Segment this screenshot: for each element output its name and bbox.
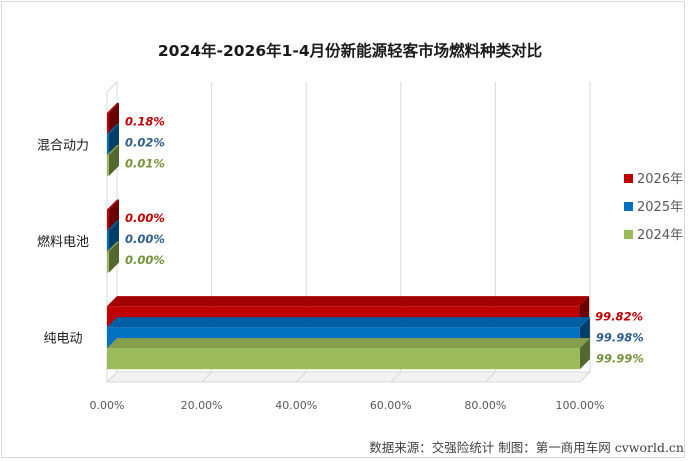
legend-label: 2026年 bbox=[637, 172, 683, 187]
bar bbox=[107, 348, 580, 370]
legend-swatch bbox=[624, 174, 633, 183]
x-tick-label: 40.00% bbox=[275, 399, 317, 412]
legend-label: 2024年 bbox=[637, 228, 683, 243]
bar bbox=[107, 112, 109, 134]
bars: 0.18% 0.02% 0.01% 0.00% 0.00% 0.00% 99.82% 99.9… bbox=[107, 102, 644, 370]
data-label: 0.00% bbox=[125, 211, 165, 225]
chart-title: 2024年-2026年1-4月份新能源轻客市场燃料种类对比 bbox=[158, 41, 542, 60]
data-label: 99.99% bbox=[596, 352, 644, 366]
floor bbox=[105, 371, 592, 383]
legend-swatch bbox=[624, 230, 633, 239]
floor-gridline bbox=[579, 371, 591, 383]
floor-gridline bbox=[106, 371, 118, 383]
data-label: 99.82% bbox=[595, 310, 643, 324]
bar bbox=[107, 154, 109, 176]
legend-swatch bbox=[624, 202, 633, 211]
x-tick-label: 20.00% bbox=[181, 399, 223, 412]
floor-gridline bbox=[295, 371, 307, 383]
source-note: 数据来源：交强险统计 制图：第一商用车网 cvworld.cn bbox=[369, 440, 684, 455]
x-tick-label: 0.00% bbox=[90, 399, 125, 412]
bar bbox=[107, 230, 109, 252]
bar-top bbox=[107, 144, 119, 155]
category-label: 纯电动 bbox=[43, 332, 82, 347]
floor-gridline bbox=[390, 371, 402, 383]
data-label: 0.00% bbox=[125, 232, 165, 246]
bar-top bbox=[107, 123, 119, 134]
x-tick-label: 60.00% bbox=[370, 399, 412, 412]
bar bbox=[107, 133, 109, 155]
bar-top bbox=[107, 296, 590, 307]
floor-gridline bbox=[201, 371, 212, 383]
legend: 2026年 2025年 2024年 bbox=[624, 172, 683, 243]
legend-label: 2025年 bbox=[637, 200, 683, 215]
x-tick-label: 80.00% bbox=[464, 399, 506, 412]
data-label: 0.01% bbox=[125, 156, 165, 170]
floor-gridline bbox=[485, 371, 496, 383]
data-label: 0.02% bbox=[125, 135, 165, 149]
bar-top bbox=[107, 102, 119, 113]
bar-side bbox=[109, 144, 119, 176]
data-label: 0.00% bbox=[125, 253, 165, 267]
bar bbox=[107, 209, 109, 231]
category-label: 混合动力 bbox=[37, 138, 89, 153]
data-label: 99.98% bbox=[596, 331, 644, 345]
x-tick-label: 100.00% bbox=[556, 399, 605, 412]
bar-side bbox=[579, 338, 590, 370]
bar-side bbox=[109, 241, 119, 273]
bar bbox=[107, 251, 109, 273]
bar-top bbox=[107, 338, 590, 349]
bar-top bbox=[107, 241, 119, 252]
category-label: 燃料电池 bbox=[37, 234, 89, 250]
bar-top bbox=[107, 199, 119, 210]
bar-top bbox=[107, 317, 590, 328]
bar-top bbox=[107, 220, 119, 231]
data-label: 0.18% bbox=[125, 114, 165, 128]
x-axis: 0.00% 20.00% 40.00% 60.00% 80.00% 100.00% bbox=[90, 399, 605, 412]
